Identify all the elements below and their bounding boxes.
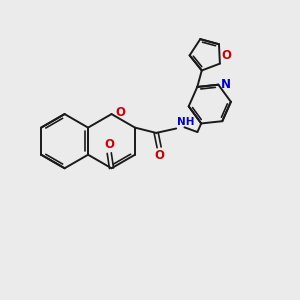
Text: O: O xyxy=(116,106,125,119)
Text: N: N xyxy=(220,78,230,91)
Text: O: O xyxy=(154,149,164,162)
Text: O: O xyxy=(222,49,232,62)
Text: NH: NH xyxy=(177,117,194,127)
Text: O: O xyxy=(104,138,114,151)
